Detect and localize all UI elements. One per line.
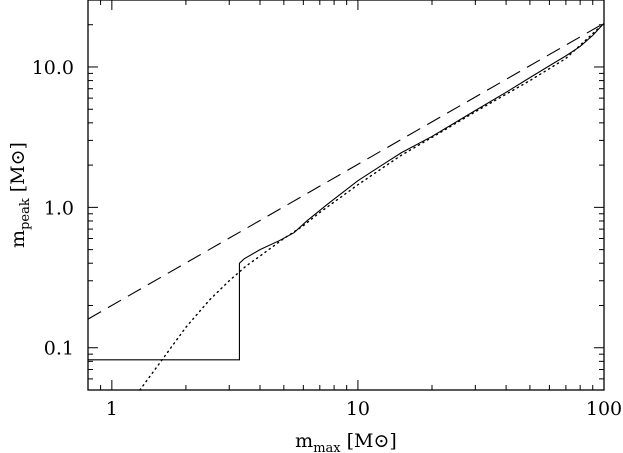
tick-marks [87,0,605,391]
y-tick-label: 1.0 [44,197,74,219]
series-line-solid [88,22,605,361]
series-line-dashed [87,22,605,320]
x-axis-label: mmax [M⊙] [295,430,397,453]
y-axis-label: mpeak[M⊙] [7,142,33,248]
series-layer [87,22,605,391]
y-tick-label: 10.0 [32,57,74,79]
x-tick-label: 100 [586,398,622,420]
x-tick-label: 10 [346,398,370,420]
plot-frame [87,0,605,391]
series-line-dotted [139,22,605,391]
y-tick-label: 0.1 [44,338,74,360]
tick-labels: 1 10 100 0.1 1.0 10.0 [32,57,622,420]
x-tick-label: 1 [106,398,118,420]
